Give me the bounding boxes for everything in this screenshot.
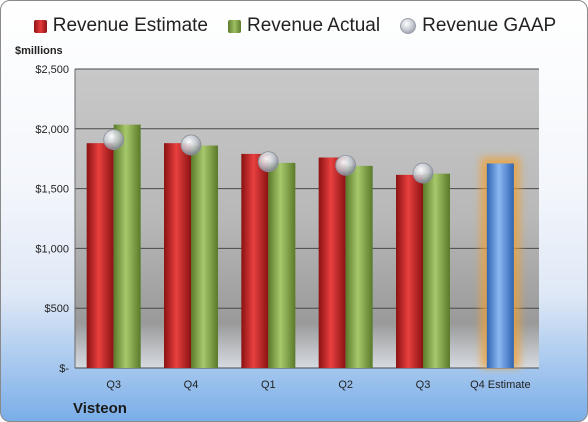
- bar-estimate: [241, 153, 269, 368]
- legend-swatch-actual: [228, 19, 241, 33]
- legend-label-actual: Revenue Actual: [247, 15, 381, 36]
- bar-actual: [345, 165, 373, 368]
- legend-item-estimate: Revenue Estimate: [33, 15, 208, 37]
- legend-item-gaap: Revenue GAAP: [400, 15, 556, 37]
- bar-estimate: [86, 143, 114, 368]
- bar-actual: [268, 162, 296, 368]
- marker-gaap: [412, 162, 434, 184]
- company-name: Visteon: [73, 400, 127, 417]
- legend-item-actual: Revenue Actual: [228, 15, 380, 37]
- x-tick-label: Q3: [106, 379, 121, 391]
- legend-swatch-estimate: [33, 19, 47, 33]
- gridlines: [74, 68, 539, 369]
- y-axis-unit-label: $millions: [15, 45, 63, 57]
- x-tick-label: Q4 Estimate: [470, 379, 531, 391]
- x-tick-label: Q2: [338, 379, 353, 391]
- legend: Revenue Estimate Revenue Actual Revenue …: [1, 15, 587, 37]
- x-axis-ticks: Q3 Q4 Q1 Q2 Q3 Q4 Estimate: [106, 379, 530, 391]
- x-tick-label: Q4: [184, 379, 199, 391]
- marker-gaap: [180, 134, 202, 156]
- y-tick-label: $-: [59, 363, 69, 375]
- legend-label-gaap: Revenue GAAP: [422, 15, 557, 36]
- y-tick-label: $2,000: [35, 124, 69, 136]
- legend-label-estimate: Revenue Estimate: [52, 15, 208, 36]
- y-tick-label: $1,000: [35, 243, 69, 255]
- marker-gaap: [335, 154, 357, 176]
- y-axis-ticks: $- $500 $1,000 $1,500 $2,000 $2,500: [35, 64, 69, 375]
- marker-gaap: [257, 151, 279, 173]
- legend-swatch-gaap: [400, 18, 417, 34]
- bar-actual: [423, 173, 450, 368]
- bar-actual: [191, 145, 218, 368]
- y-tick-label: $1,500: [35, 184, 69, 196]
- y-tick-label: $500: [45, 303, 69, 315]
- marker-gaap: [103, 129, 125, 150]
- x-tick-label: Q3: [416, 379, 431, 391]
- y-tick-label: $2,500: [35, 64, 69, 76]
- bar-estimate: [396, 174, 423, 368]
- plot-area: [75, 69, 539, 368]
- bar-forecast: [486, 163, 514, 368]
- bars: [86, 124, 520, 368]
- bar-estimate: [318, 157, 346, 368]
- bar-actual: [113, 124, 141, 368]
- x-tick-label: Q1: [261, 379, 276, 391]
- bar-estimate: [164, 143, 191, 368]
